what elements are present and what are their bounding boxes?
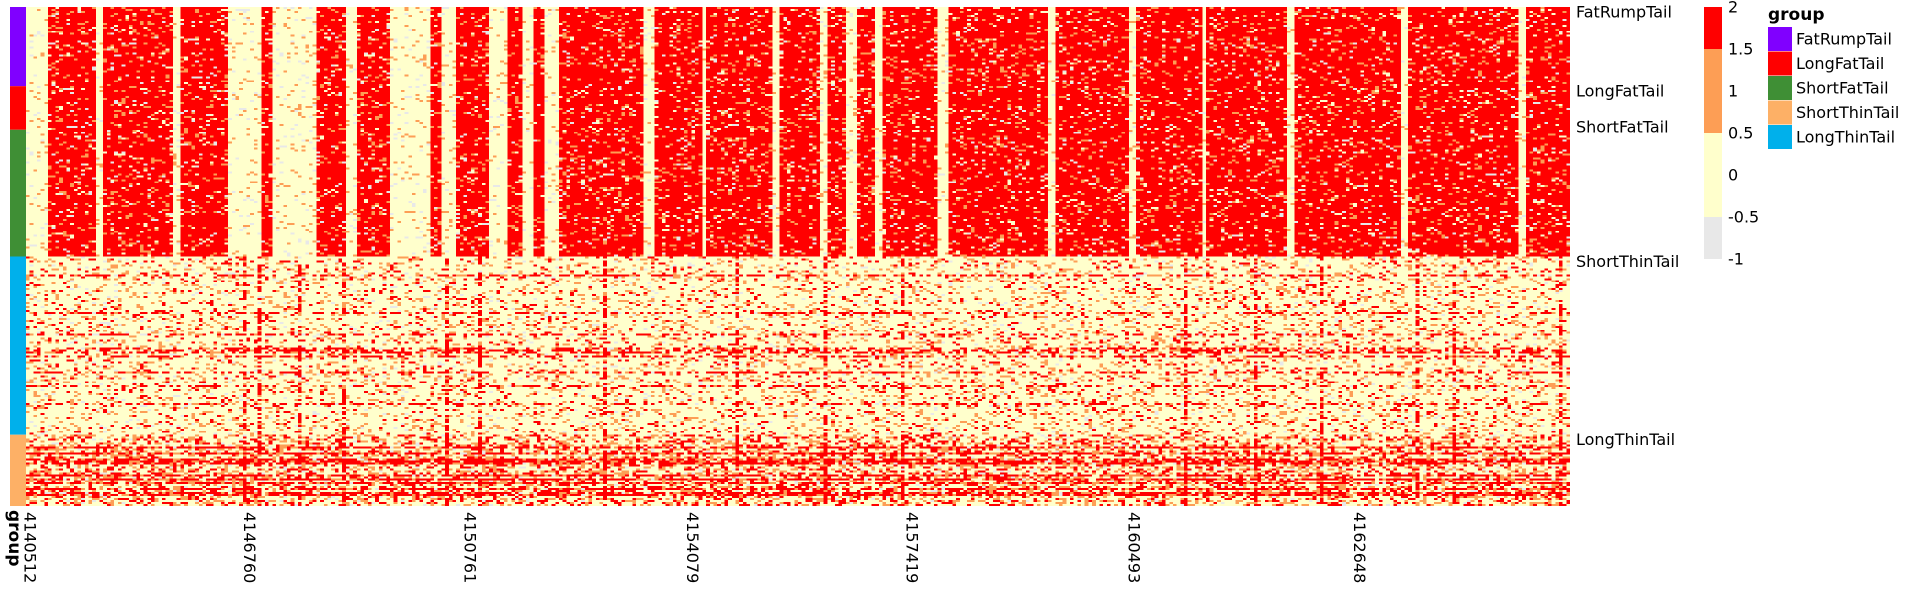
color-scale-bin bbox=[1704, 7, 1722, 49]
annotation-segment-longthintail bbox=[10, 257, 26, 435]
color-scale-tick: 0.5 bbox=[1728, 124, 1753, 143]
legend-label-fatrumptail: FatRumpTail bbox=[1796, 30, 1892, 49]
group-legend-title: group bbox=[1768, 5, 1825, 25]
color-scale-tick: 2 bbox=[1728, 0, 1738, 17]
heatmap-body bbox=[26, 7, 1570, 506]
x-tick-label: 4162648 bbox=[1350, 512, 1369, 583]
row-label-longthintail: LongThinTail bbox=[1576, 430, 1675, 449]
row-label-shortfattail: ShortFatTail bbox=[1576, 117, 1669, 136]
legend-swatch-longfattail bbox=[1768, 52, 1792, 76]
row-labels: FatRumpTail LongFatTail ShortFatTail ShortT… bbox=[1576, 3, 1679, 450]
color-scale-tick: -1 bbox=[1728, 250, 1744, 269]
x-tick-label: 4154079 bbox=[683, 512, 702, 583]
heatmap-cells bbox=[26, 7, 1570, 506]
legend-swatch-fatrumptail bbox=[1768, 27, 1792, 51]
legend-swatch-shortfattail bbox=[1768, 76, 1792, 100]
row-label-fatrumptail: FatRumpTail bbox=[1576, 3, 1672, 22]
annotation-segment-shortfattail bbox=[10, 130, 26, 257]
x-tick-label: 4157419 bbox=[902, 512, 921, 583]
legend-label-longthintail: LongThinTail bbox=[1796, 128, 1895, 147]
color-scale-tick: -0.5 bbox=[1728, 208, 1759, 227]
x-tick-label: 4160493 bbox=[1125, 512, 1144, 583]
legend-swatch-shortthintail bbox=[1768, 101, 1792, 125]
annotation-axis-label: group bbox=[4, 510, 24, 567]
color-scale-bin bbox=[1704, 217, 1722, 259]
color-scale-bin bbox=[1704, 133, 1722, 217]
legend-label-shortfattail: ShortFatTail bbox=[1796, 79, 1889, 98]
color-scale-bin bbox=[1704, 49, 1722, 133]
annotation-segment-shortthintail bbox=[10, 435, 26, 506]
value-color-scale: 2 1.5 1 0.5 0 -0.5 -1 bbox=[1704, 0, 1759, 269]
annotation-segment-longfattail bbox=[10, 86, 26, 130]
x-tick-label: 4150761 bbox=[461, 512, 480, 583]
color-scale-tick: 0 bbox=[1728, 166, 1738, 185]
row-label-longfattail: LongFatTail bbox=[1576, 82, 1664, 101]
x-axis-tick-labels: 4140512 4146760 4150761 4154079 4157419 41604… bbox=[21, 512, 1369, 583]
legend-label-shortthintail: ShortThinTail bbox=[1796, 103, 1899, 122]
group-annotation-bar bbox=[10, 7, 26, 506]
legend-label-longfattail: LongFatTail bbox=[1796, 54, 1884, 73]
legend-swatch-longthintail bbox=[1768, 125, 1792, 149]
color-scale-tick: 1.5 bbox=[1728, 40, 1753, 59]
color-scale-tick: 1 bbox=[1728, 82, 1738, 101]
annotation-segment-fatrumptail bbox=[10, 7, 26, 86]
row-label-shortthintail: ShortThinTail bbox=[1576, 252, 1679, 271]
group-legend: group FatRumpTail LongFatTail ShortFatTail… bbox=[1768, 5, 1899, 149]
x-tick-label: 4146760 bbox=[240, 512, 259, 583]
